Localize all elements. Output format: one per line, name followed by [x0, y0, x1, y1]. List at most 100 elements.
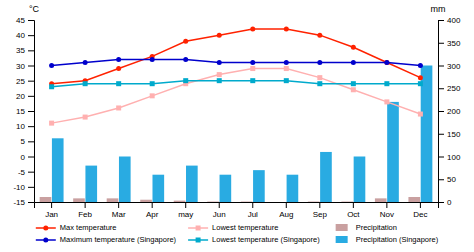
tick-mark	[353, 202, 354, 208]
y-tick: 150	[438, 130, 461, 139]
marker	[250, 60, 255, 65]
tick-mark	[118, 202, 119, 208]
tick-mark	[420, 202, 421, 208]
marker	[418, 75, 423, 80]
marker	[83, 115, 88, 120]
tick-mark	[438, 111, 444, 112]
y-tick: 5	[21, 137, 34, 146]
bar	[174, 201, 186, 202]
marker	[150, 93, 155, 98]
marker	[384, 99, 389, 104]
legend-label: Lowest temperature (Singapore)	[212, 235, 320, 244]
marker	[250, 27, 255, 32]
y-tick: 300	[438, 62, 461, 71]
tick-mark	[438, 134, 444, 135]
marker	[183, 57, 188, 62]
marker	[217, 33, 222, 38]
line	[52, 59, 421, 65]
marker	[116, 57, 121, 62]
tick-label: 40	[16, 31, 25, 40]
y-tick: 45	[16, 16, 34, 25]
tick-mark	[152, 202, 153, 208]
legend-marker	[196, 226, 201, 231]
marker	[418, 112, 423, 117]
tick-mark	[438, 179, 444, 180]
bar	[107, 198, 119, 202]
tick-mark	[28, 81, 34, 82]
marker	[49, 84, 54, 89]
tick-mark	[286, 202, 287, 208]
marker	[49, 121, 54, 126]
y-axis: -15-10-5051015202530354045	[13, 16, 34, 207]
legend-item: Max temperature	[36, 223, 117, 232]
y-tick: -15	[13, 198, 34, 207]
x-tick: Dec	[413, 202, 427, 219]
axis-line	[28, 21, 35, 203]
bar	[52, 138, 64, 202]
legend-label: Lowest temperature	[212, 223, 278, 232]
tick-mark	[28, 141, 34, 142]
tick-mark	[51, 202, 52, 208]
tick-label: Dec	[413, 210, 427, 219]
tick-label: Mar	[112, 210, 126, 219]
chart: JanFebMarAprmayJunJulAugSepOctNovDec-15-…	[0, 0, 474, 252]
legend-swatch	[336, 236, 348, 243]
marker	[317, 75, 322, 80]
tick-mark	[28, 35, 34, 36]
tick-label: -10	[13, 183, 25, 192]
bar	[40, 197, 52, 202]
legend-item: Precipitation (Singapore)	[336, 235, 439, 244]
tick-mark	[28, 187, 34, 188]
marker	[183, 78, 188, 83]
y-tick: -5	[18, 168, 34, 177]
y-tick: -10	[13, 183, 34, 192]
marker	[418, 81, 423, 86]
tick-mark	[28, 202, 34, 203]
marker	[351, 45, 356, 50]
axis-line	[35, 203, 439, 209]
marker	[317, 33, 322, 38]
tick-label: Jul	[248, 210, 258, 219]
legend-marker	[196, 238, 201, 243]
bar	[287, 175, 299, 202]
y2-axis: 050100150200250300350400	[438, 16, 461, 207]
bar	[220, 175, 232, 202]
marker	[384, 60, 389, 65]
line	[52, 69, 421, 124]
bar	[85, 166, 97, 202]
y-tick: 250	[438, 84, 461, 93]
tick-mark	[28, 157, 34, 158]
markers	[49, 78, 423, 89]
y-tick: 50	[438, 175, 456, 184]
x-tick: may	[178, 202, 193, 219]
tick-mark	[386, 202, 387, 208]
tick-label: 15	[16, 107, 25, 116]
tick-mark	[28, 66, 34, 67]
marker	[250, 78, 255, 83]
marker	[183, 39, 188, 44]
bar	[408, 197, 420, 202]
marker	[116, 66, 121, 71]
x-tick: Nov	[380, 202, 394, 219]
markers	[49, 66, 423, 126]
tick-mark	[28, 172, 34, 173]
x-tick: Jun	[213, 202, 226, 219]
marker	[284, 60, 289, 65]
tick-mark	[185, 202, 186, 208]
tick-label: 300	[447, 62, 461, 71]
tick-mark	[85, 202, 86, 208]
legend-item: Maximum temperature (Singapore)	[36, 235, 177, 244]
marker	[83, 60, 88, 65]
marker	[116, 81, 121, 86]
marker	[83, 81, 88, 86]
y-tick: 0	[21, 153, 34, 162]
y-tick: 20	[16, 92, 34, 101]
bar	[274, 202, 286, 203]
tick-label: 200	[447, 107, 461, 116]
tick-label: Sep	[313, 210, 328, 219]
bar	[73, 198, 85, 202]
legend-label: Precipitation (Singapore)	[356, 235, 439, 244]
tick-label: 0	[21, 153, 26, 162]
marker	[418, 63, 423, 68]
bar	[241, 201, 253, 202]
